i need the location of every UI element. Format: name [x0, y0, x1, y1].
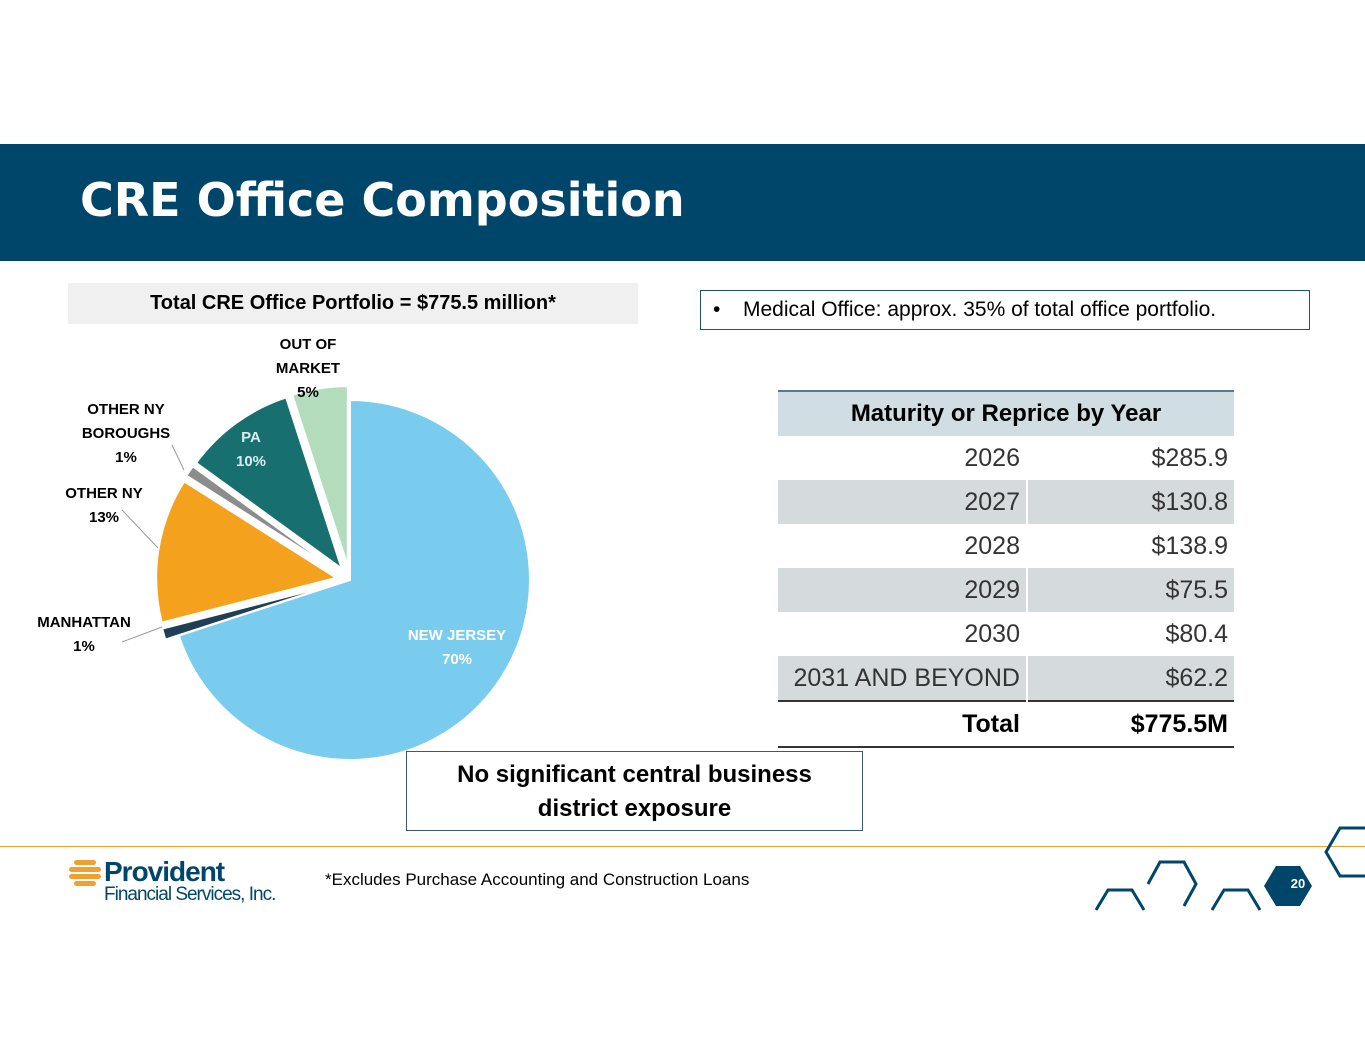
- pie-slice: [290, 385, 349, 567]
- bullet-text: Medical Office: approx. 35% of total off…: [743, 298, 1217, 321]
- year-cell: 2030: [778, 612, 1028, 656]
- pie-slice: [160, 582, 337, 641]
- pie-slice-label: NEW JERSEY 70%: [408, 627, 506, 668]
- pie-slice: [194, 396, 344, 572]
- pie-leader-line: [121, 626, 163, 643]
- table-row: 2028 $138.9: [778, 524, 1234, 568]
- title-bar: [0, 144, 1365, 261]
- total-row: Total $775.5M: [778, 700, 1234, 748]
- year-cell: 2026: [778, 436, 1028, 480]
- pie-slice-label: OUT OF MARKET 5%: [276, 336, 340, 401]
- cbd-callout: No significant central business district…: [406, 751, 863, 831]
- pie-slice-label: OTHER NY 13%: [65, 485, 143, 526]
- pie-slice: [185, 464, 340, 573]
- page-number: 20: [1290, 876, 1306, 891]
- amount-cell: $75.5: [1027, 568, 1234, 612]
- pie-leader-line: [121, 509, 159, 549]
- medical-office-note: • Medical Office: approx. 35% of total of…: [700, 290, 1310, 330]
- pie-chart: NEW JERSEY 70% MANHATTAN 1% OTHER NY 13% OTHER…: [37, 336, 531, 761]
- total-label: Total: [778, 700, 1028, 748]
- footnote: *Excludes Purchase Accounting and Constr…: [325, 870, 750, 889]
- year-cell: 2029: [778, 568, 1028, 612]
- pie-leader-line: [171, 444, 185, 471]
- table-row: 2030 $80.4: [778, 612, 1234, 656]
- maturity-table-header: Maturity or Reprice by Year: [778, 390, 1234, 436]
- pie-slice-label: MANHATTAN 1%: [37, 614, 131, 655]
- bullet-marker: •: [713, 298, 721, 321]
- pie-slice-label: PA 10%: [236, 429, 266, 470]
- cbd-callout-line1: No significant central business: [457, 761, 812, 788]
- year-cell: 2028: [778, 524, 1028, 568]
- year-cell: 2031 AND BEYOND: [778, 656, 1028, 701]
- pie-slice: [177, 398, 531, 761]
- logo-wordmark: Provident: [104, 856, 225, 887]
- amount-cell: $80.4: [1165, 619, 1228, 648]
- amount-cell: $130.8: [1027, 480, 1234, 524]
- table-row: 2031 AND BEYOND $62.2: [778, 656, 1234, 701]
- pie-slice-label: OTHER NY BOROUGHS 1%: [82, 401, 170, 466]
- table-row: 2027 $130.8: [778, 480, 1234, 524]
- company-logo: Provident Financial Services, Inc.: [68, 856, 308, 908]
- logo-subtitle: Financial Services, Inc.: [104, 884, 276, 905]
- chart-caption: Total CRE Office Portfolio = $775.5 mill…: [68, 283, 638, 324]
- table-row: 2029 $75.5: [778, 568, 1234, 612]
- total-amount: $775.5M: [1027, 700, 1234, 748]
- amount-cell: $62.2: [1027, 656, 1234, 701]
- amount-cell: $138.9: [1151, 531, 1228, 560]
- maturity-table: Maturity or Reprice by Year 2026 $285.9 …: [778, 390, 1234, 748]
- amount-cell: $285.9: [1151, 443, 1228, 472]
- pie-slice: [155, 479, 339, 624]
- page-title: CRE Office Composition: [80, 173, 685, 227]
- year-cell: 2027: [778, 480, 1028, 524]
- logo-mark-icon: [69, 860, 101, 886]
- cbd-callout-line2: district exposure: [537, 795, 732, 822]
- table-row: 2026 $285.9: [778, 436, 1234, 480]
- hexagon-decoration-icon: [1094, 826, 1365, 911]
- footer-divider: [0, 846, 1365, 847]
